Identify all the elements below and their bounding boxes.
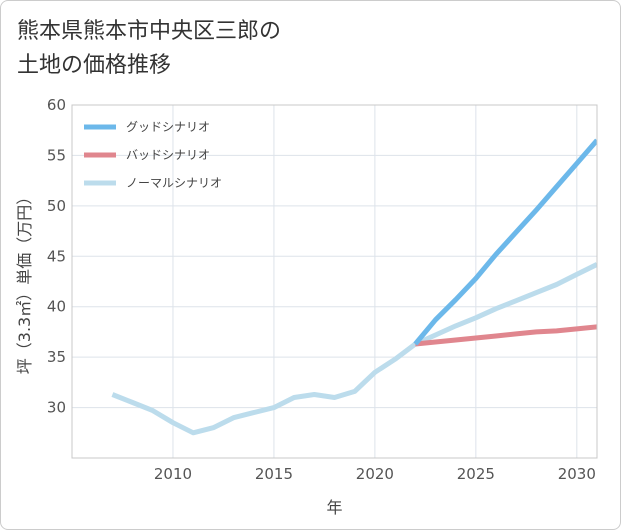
y-tick-60: 60 — [47, 96, 66, 114]
y-tick-50: 50 — [47, 197, 66, 215]
y-tick-45: 45 — [47, 247, 66, 265]
legend-label-0: グッドシナリオ — [126, 120, 210, 134]
y-tick-40: 40 — [47, 298, 66, 316]
chart-title: 熊本県熊本市中央区三郎の 土地の価格推移 — [17, 15, 281, 83]
series-line-0 — [413, 138, 597, 346]
tick-labels: 2010 2015 2020 2025 2030 30 35 40 45 50 55 60 — [47, 96, 596, 483]
legend-label-1: バッドシナリオ — [126, 148, 210, 162]
legend-label-2: ノーマルシナリオ — [126, 176, 222, 190]
chart-title-line-2: 土地の価格推移 — [17, 53, 172, 78]
x-tick-2025: 2025 — [457, 465, 495, 483]
x-tick-2030: 2030 — [558, 465, 596, 483]
x-tick-2015: 2015 — [255, 465, 293, 483]
x-axis-label: 年 — [326, 498, 342, 517]
y-axis-label: 坪（3.3㎡）単価（万円） — [15, 189, 34, 374]
series-line-2 — [111, 262, 597, 436]
y-tick-35: 35 — [47, 348, 66, 366]
chart-title-line-1: 熊本県熊本市中央区三郎の — [17, 19, 282, 44]
y-tick-55: 55 — [47, 146, 66, 164]
series-line-1 — [415, 324, 597, 347]
series-layer — [111, 138, 597, 436]
x-tick-2010: 2010 — [154, 465, 192, 483]
y-tick-30: 30 — [47, 399, 66, 417]
plot-frame — [71, 104, 598, 459]
x-tick-2020: 2020 — [356, 465, 394, 483]
